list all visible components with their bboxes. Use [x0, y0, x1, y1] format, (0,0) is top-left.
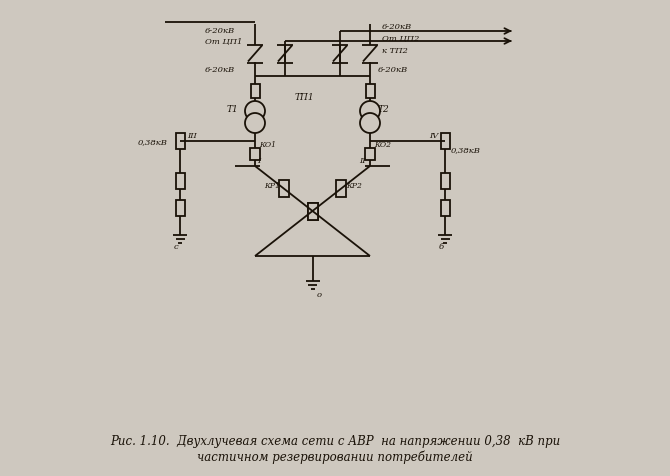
Bar [308, 203, 318, 220]
Bar [250, 149, 260, 161]
Circle shape [360, 102, 380, 122]
Text: Рис. 1.10.  Двухлучевая схема сети с АВР  на напряжении 0,38  кВ при: Рис. 1.10. Двухлучевая схема сети с АВР … [110, 435, 560, 447]
Text: 0,38кВ: 0,38кВ [138, 138, 168, 146]
Circle shape [360, 114, 380, 134]
Text: I: I [257, 157, 260, 165]
Circle shape [245, 114, 265, 134]
Text: КР1: КР1 [264, 181, 279, 189]
Bar [336, 180, 346, 198]
Bar [440, 200, 450, 217]
Text: Т2: Т2 [378, 105, 390, 114]
Circle shape [245, 102, 265, 122]
Text: КО2: КО2 [374, 141, 391, 149]
Text: 6-20кВ: 6-20кВ [205, 27, 235, 35]
Text: КР2: КР2 [346, 181, 362, 189]
Bar [440, 134, 450, 149]
Text: 6-20кВ: 6-20кВ [205, 66, 235, 74]
Text: частичном резервировании потребителей: частичном резервировании потребителей [197, 449, 473, 463]
Bar [365, 149, 375, 161]
Bar [176, 174, 184, 189]
Text: КО1: КО1 [259, 141, 276, 149]
Text: б: б [438, 242, 444, 250]
Bar [251, 85, 259, 99]
Text: о: о [316, 290, 322, 298]
Bar [440, 174, 450, 189]
Bar [308, 203, 318, 220]
Text: 0,38кВ: 0,38кВ [451, 146, 481, 154]
Bar [279, 180, 289, 198]
Text: с: с [174, 242, 178, 250]
Text: ТП1: ТП1 [295, 92, 314, 101]
Bar [176, 200, 184, 217]
Text: к ТП2: к ТП2 [382, 47, 408, 55]
Text: От ЦП2: От ЦП2 [382, 35, 419, 43]
Bar [176, 134, 184, 149]
Text: IV: IV [429, 132, 438, 140]
Text: 6-20кВ: 6-20кВ [382, 23, 412, 31]
Text: 6-20кВ: 6-20кВ [378, 66, 408, 74]
Text: Т1: Т1 [227, 105, 239, 114]
Text: II: II [360, 157, 366, 165]
Bar [366, 85, 375, 99]
Text: III: III [187, 132, 197, 140]
Text: От ЦП1: От ЦП1 [205, 38, 243, 46]
